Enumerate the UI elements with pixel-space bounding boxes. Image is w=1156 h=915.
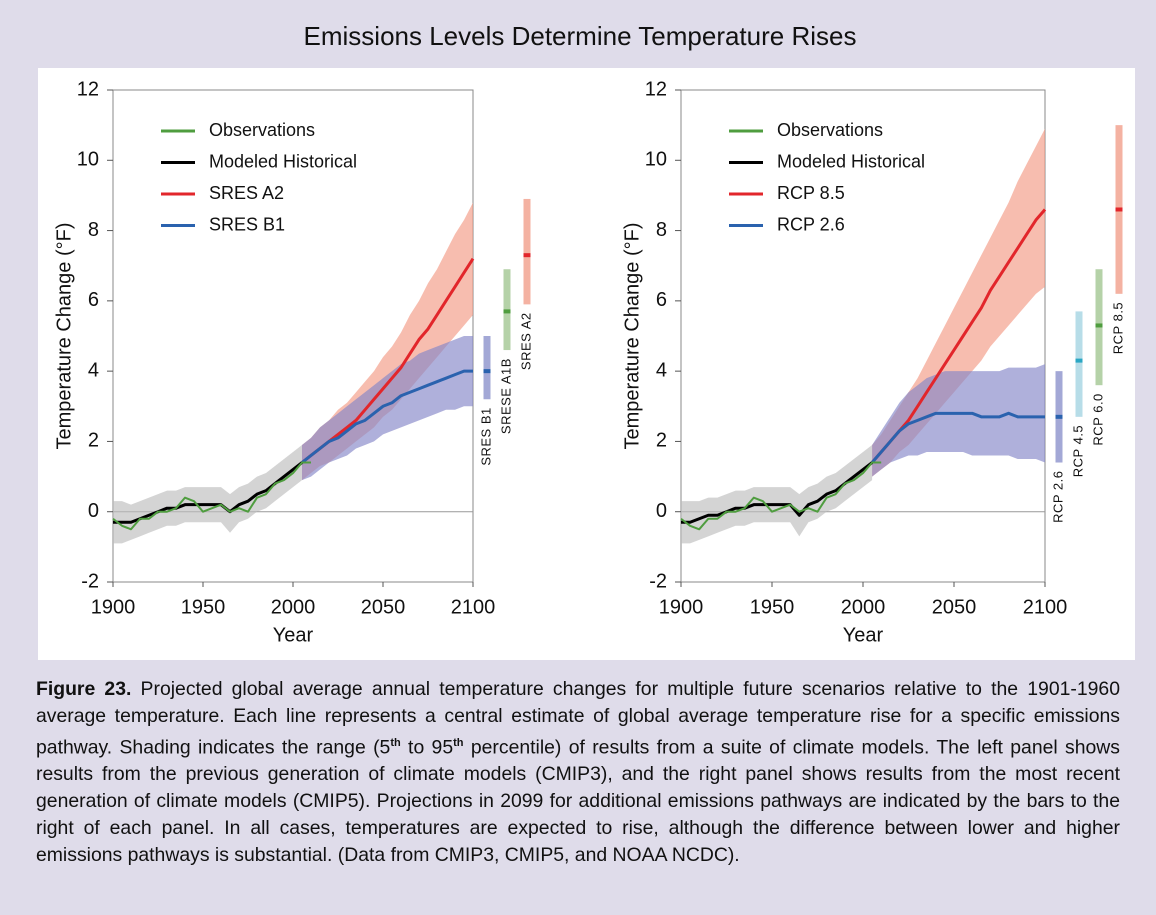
series-line — [680, 461, 882, 531]
y-tick-label: 8 — [88, 219, 99, 241]
legend-label: Observations — [209, 120, 315, 140]
series-line — [112, 461, 311, 531]
projection-bar — [483, 336, 491, 400]
projection-mid — [1115, 207, 1123, 212]
projection-label: SRES A2 — [518, 312, 533, 370]
plot: -2 0 2 4 6 8 10 12 1900 1950 2000 2050 2100 Year Tempe… — [621, 78, 1125, 646]
projection-mid — [1075, 358, 1083, 363]
y-tick-label: 4 — [88, 359, 99, 381]
x-axis-label: Year — [843, 624, 884, 646]
legend-label: Modeled Historical — [209, 151, 357, 171]
figure-title: Emissions Levels Determine Temperature R… — [304, 21, 857, 51]
x-tick-label: 2100 — [451, 596, 496, 618]
series-line — [681, 461, 874, 524]
projection-label: SRES B1 — [478, 407, 493, 465]
legend-label: SRES B1 — [209, 214, 285, 234]
projection-label: RCP 6.0 — [1090, 393, 1105, 445]
projection-mid — [1095, 323, 1103, 328]
caption-text: to 95 — [400, 736, 454, 759]
x-tick-label: 1950 — [181, 596, 226, 618]
y-tick-label: 10 — [645, 149, 667, 171]
range-band — [113, 444, 302, 544]
caption-superscript: th — [390, 737, 401, 749]
legend-label: Modeled Historical — [777, 151, 925, 171]
projection-label: RCP 8.5 — [1110, 302, 1125, 354]
series-line — [870, 411, 1045, 464]
projection-label: RCP 2.6 — [1050, 471, 1065, 523]
legend-label: RCP 2.6 — [777, 214, 845, 234]
y-tick-label: 0 — [656, 500, 667, 522]
projection-mid — [523, 253, 531, 258]
plot: -2 0 2 4 6 8 10 12 1900 1950 2000 2050 2100 Year Tempe… — [53, 78, 533, 646]
y-tick-label: 0 — [88, 500, 99, 522]
range-band — [302, 336, 473, 481]
y-tick-label: 2 — [656, 430, 667, 452]
legend-label: SRES A2 — [209, 183, 284, 203]
y-tick-label: 12 — [645, 78, 667, 100]
series-line — [113, 461, 303, 524]
y-tick-label: 8 — [656, 219, 667, 241]
caption-superscript: th — [453, 737, 464, 749]
x-tick-label: 2100 — [1023, 596, 1068, 618]
projection-mid — [503, 309, 511, 314]
projection-mid — [483, 369, 491, 374]
x-tick-label: 1900 — [91, 596, 136, 618]
x-tick-label: 2000 — [271, 596, 316, 618]
caption-label: Figure 23. — [36, 678, 132, 700]
y-tick-label: 12 — [77, 78, 99, 100]
x-tick-label: 2050 — [361, 596, 406, 618]
projection-bar — [1075, 311, 1083, 417]
y-tick-label: -2 — [649, 570, 667, 592]
range-band — [681, 444, 873, 544]
y-tick-label: 10 — [77, 149, 99, 171]
x-tick-label: 1950 — [750, 596, 795, 618]
y-tick-label: 6 — [88, 289, 99, 311]
range-band — [872, 364, 1045, 477]
y-tick-label: 4 — [656, 359, 667, 381]
caption: Figure 23. Projected global average annu… — [36, 676, 1120, 869]
y-axis-label: Temperature Change (°F) — [621, 223, 643, 450]
legend-label: Observations — [777, 120, 883, 140]
series-line — [301, 369, 473, 464]
figure: Emissions Levels Determine Temperature R… — [38, 21, 1135, 660]
legend-label: RCP 8.5 — [777, 183, 845, 203]
projection-bar — [523, 198, 531, 305]
x-tick-label: 1900 — [659, 596, 704, 618]
projection-label: RCP 4.5 — [1070, 425, 1085, 477]
y-tick-label: -2 — [81, 570, 99, 592]
y-axis-label: Temperature Change (°F) — [53, 223, 75, 450]
y-tick-label: 6 — [656, 289, 667, 311]
projection-label: SRESE A1B — [498, 358, 513, 434]
projection-mid — [1055, 414, 1063, 419]
caption-text: percentile) of results from a suite of c… — [36, 736, 1121, 867]
x-tick-label: 2050 — [932, 596, 977, 618]
y-tick-label: 2 — [88, 430, 99, 452]
caption-text: Projected global average annual temperat… — [36, 678, 1120, 759]
x-axis-label: Year — [273, 624, 314, 646]
x-tick-label: 2000 — [841, 596, 886, 618]
